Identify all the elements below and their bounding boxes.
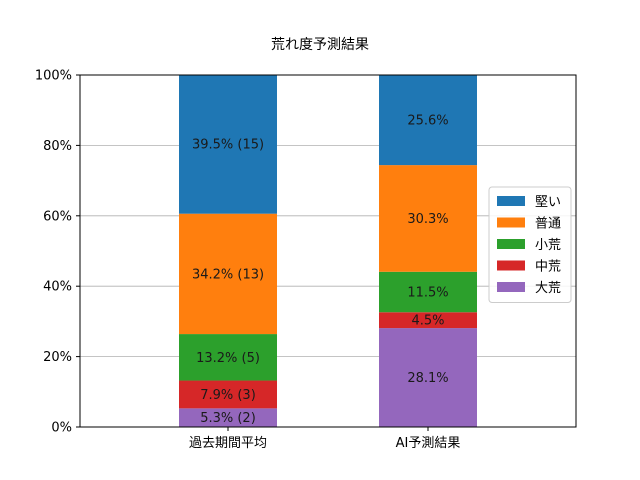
segment-label: 34.2% (13)	[192, 267, 264, 282]
legend-label: 大荒	[535, 281, 561, 296]
segment-label: 11.5%	[407, 286, 448, 301]
y-tick-label: 60%	[43, 209, 72, 224]
plot-frame	[79, 74, 577, 428]
x-tick-label: 過去期間平均	[189, 436, 267, 451]
y-tick-label: 80%	[43, 139, 72, 154]
legend-box	[488, 186, 572, 303]
bar-segment	[379, 271, 477, 313]
legend-label: 普通	[535, 217, 561, 232]
segment-label: 5.3% (2)	[200, 411, 256, 426]
segment-label: 13.2% (5)	[196, 351, 260, 366]
bar-segment	[179, 334, 277, 381]
y-tick-label: 0%	[51, 421, 72, 436]
bar-segment	[379, 75, 477, 166]
segment-label: 4.5%	[411, 314, 444, 329]
segment-label: 28.1%	[407, 371, 448, 386]
bar-segment	[179, 213, 277, 335]
segment-label: 7.9% (3)	[200, 388, 256, 403]
legend-swatch	[497, 217, 525, 228]
x-axis: 過去期間平均 AI予測結果	[189, 427, 460, 451]
legend-label: 堅い	[535, 195, 561, 210]
chart-title: 荒れ度予測結果	[271, 37, 369, 53]
bar-segment	[379, 312, 477, 329]
segment-labels: 5.3% (2) 7.9% (3) 13.2% (5) 34.2% (13) 39.5%…	[192, 114, 449, 427]
y-tick-label: 40%	[43, 280, 72, 295]
legend-swatch	[497, 196, 525, 206]
y-tick-label: 100%	[35, 69, 72, 84]
legend-label: 中荒	[535, 260, 561, 275]
legend-label: 小荒	[535, 238, 561, 253]
x-tick-label: AI予測結果	[396, 436, 461, 451]
bar-segment	[379, 328, 477, 427]
bar-segment	[179, 380, 277, 409]
bar-segments	[179, 74, 477, 427]
segment-label: 30.3%	[407, 212, 448, 227]
y-axis: 0% 20% 40% 60% 80% 100%	[35, 69, 80, 436]
segment-label: 25.6%	[407, 114, 448, 129]
bar-segment	[179, 74, 277, 214]
bar-segment	[179, 408, 277, 427]
bar-segment	[379, 165, 477, 272]
legend-swatch	[497, 260, 525, 271]
y-tick-label: 20%	[43, 350, 72, 365]
legend-swatch	[497, 282, 525, 292]
legend-swatch	[497, 239, 525, 249]
segment-label: 39.5% (15)	[192, 138, 264, 153]
